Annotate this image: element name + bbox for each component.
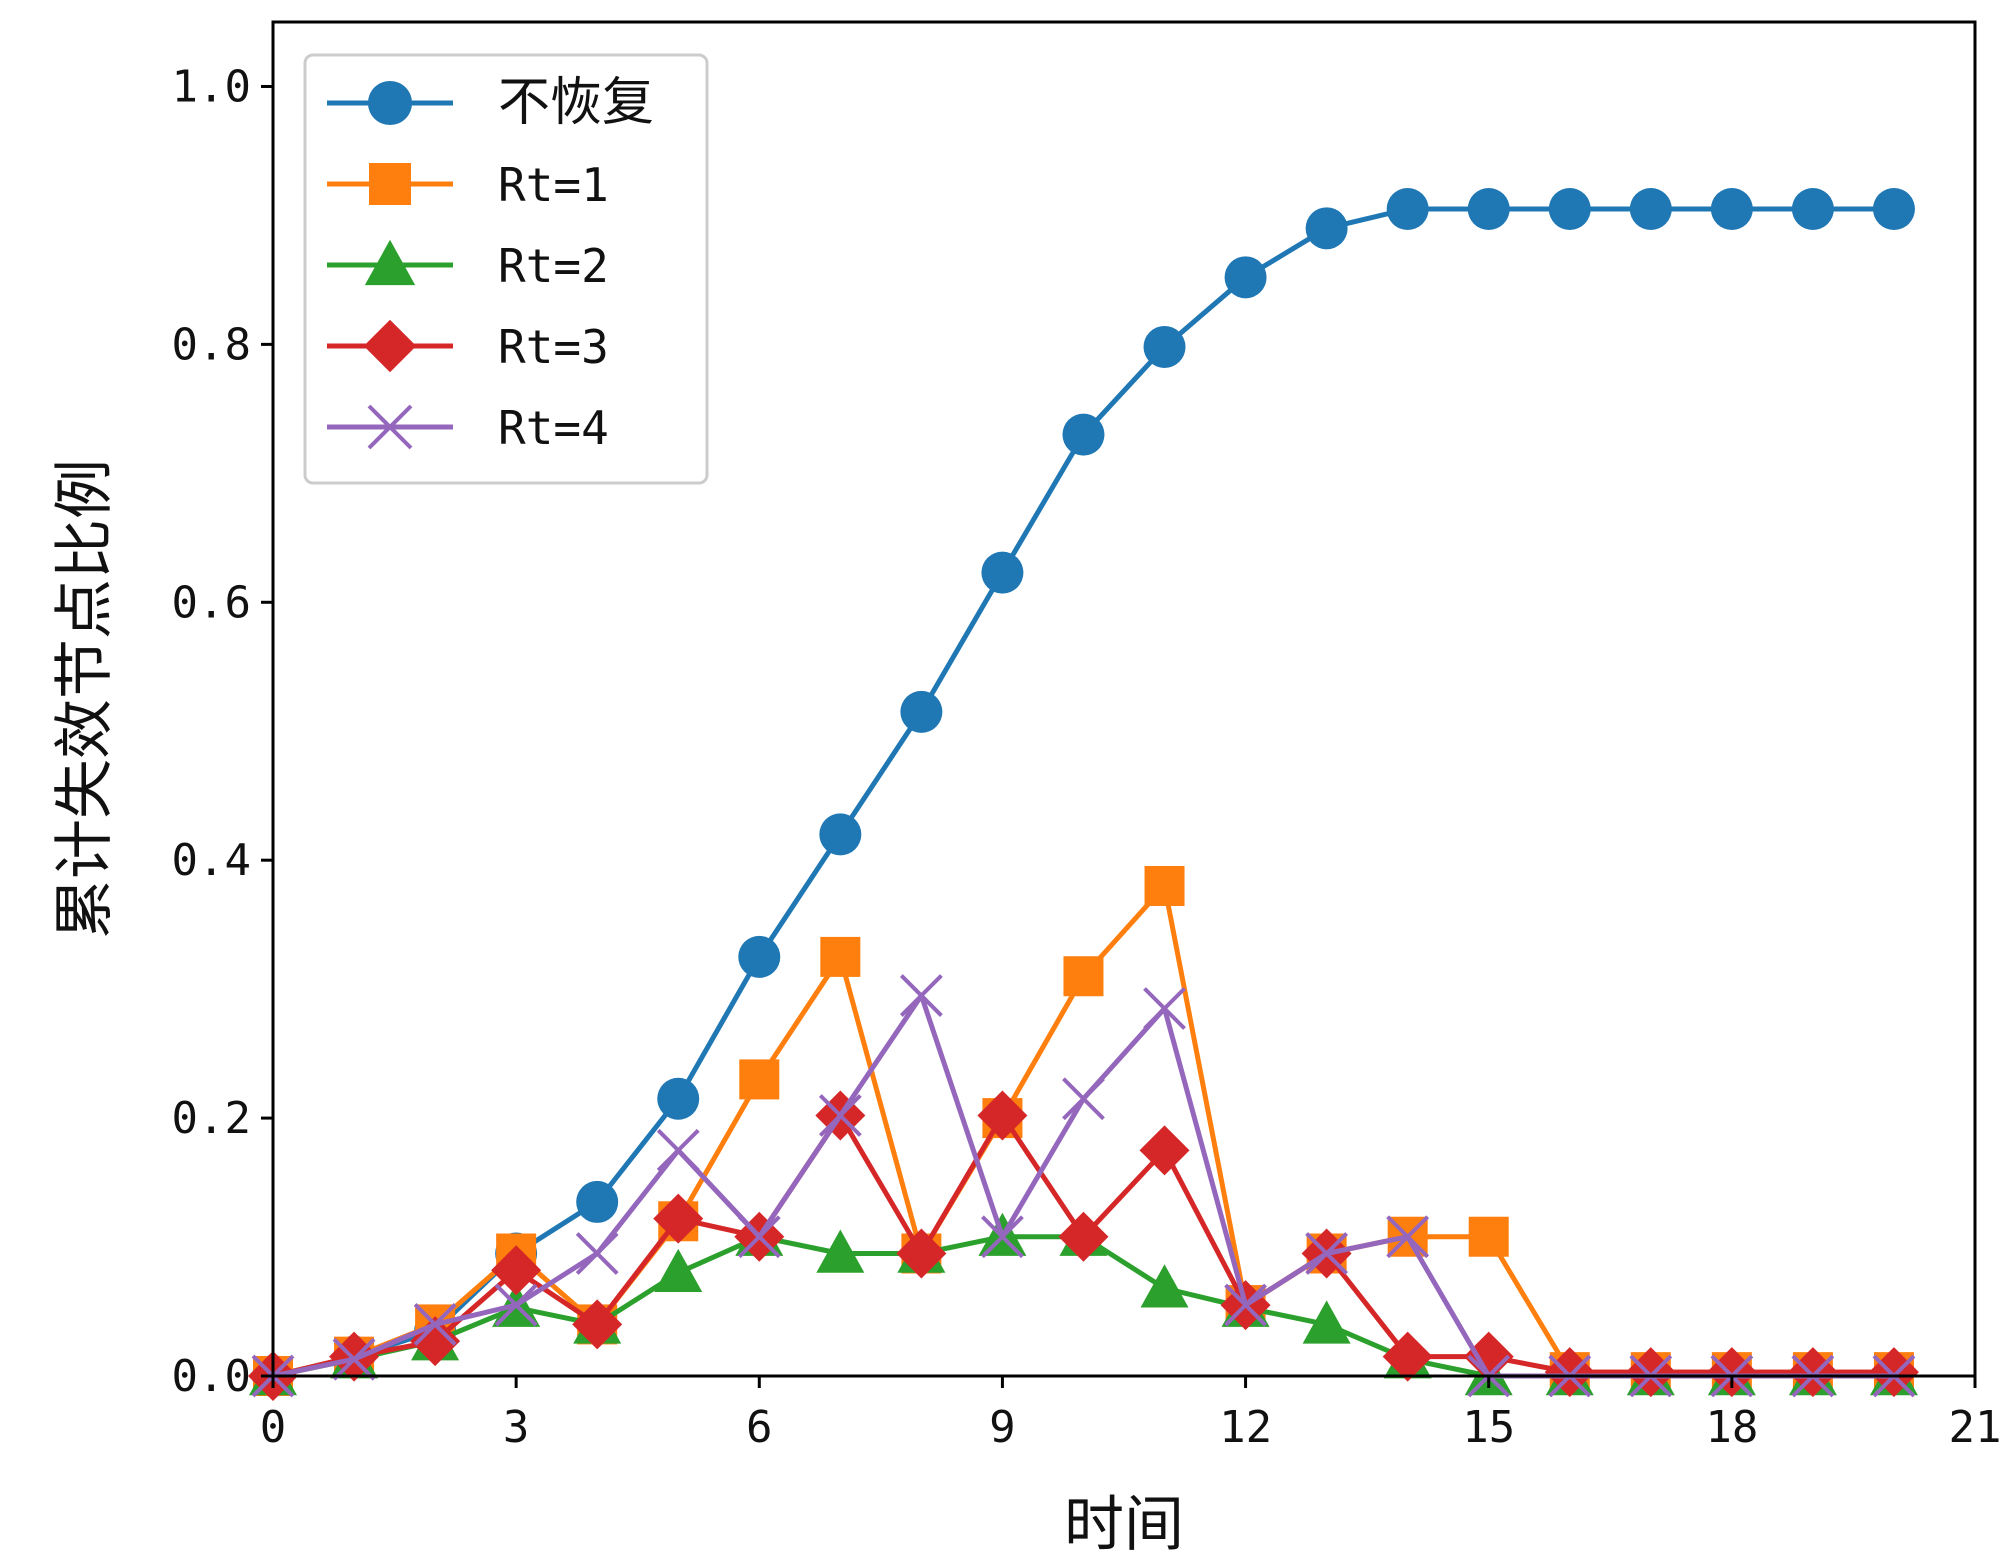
data-point xyxy=(737,1215,781,1259)
data-point xyxy=(1706,1347,1757,1398)
data-point xyxy=(1868,1347,1919,1398)
legend-marker xyxy=(363,319,417,373)
data-point xyxy=(1468,1216,1509,1257)
data-point xyxy=(1625,1347,1676,1398)
data-point xyxy=(1791,187,1834,230)
legend-entry: Rt=4 xyxy=(327,401,609,455)
data-point xyxy=(1144,865,1185,906)
data-point xyxy=(1143,325,1186,368)
data-point xyxy=(1224,256,1267,299)
y-tick-label: 1.0 xyxy=(172,61,251,112)
data-point xyxy=(1063,956,1104,997)
data-point xyxy=(1787,1347,1838,1398)
data-point xyxy=(572,1299,623,1350)
y-tick-label: 0.4 xyxy=(172,835,251,886)
data-point xyxy=(1463,1331,1514,1382)
x-tick-label: 9 xyxy=(989,1402,1016,1453)
x-tick-label: 3 xyxy=(503,1402,530,1453)
legend-marker xyxy=(364,239,416,286)
data-point xyxy=(1062,413,1105,456)
data-point xyxy=(1302,1300,1351,1344)
data-point xyxy=(1872,187,1915,230)
legend-marker xyxy=(369,163,411,205)
legend-label: 不恢复 xyxy=(498,73,654,133)
data-point xyxy=(1386,1215,1430,1259)
data-point xyxy=(1224,1283,1267,1327)
x-tick-label: 15 xyxy=(1462,1402,1515,1453)
legend-label: Rt=2 xyxy=(498,239,609,293)
data-point xyxy=(654,1248,703,1293)
legend-entry: 不恢复 xyxy=(327,73,654,133)
data-point xyxy=(1140,1264,1189,1308)
data-point xyxy=(1386,187,1429,230)
data-point xyxy=(1062,1077,1105,1121)
data-point xyxy=(981,551,1024,594)
legend-label: Rt=3 xyxy=(498,320,609,374)
data-point xyxy=(576,1180,619,1223)
data-point xyxy=(332,1337,376,1381)
data-point xyxy=(575,1232,619,1275)
data-point xyxy=(1143,987,1186,1030)
data-point xyxy=(491,1245,542,1296)
data-point xyxy=(819,813,862,856)
data-point xyxy=(739,1059,780,1100)
axes-layer: 0 3 6 9 12 15 18 21 0.0 0.2 0.4 0.6 0.8 1.0 xyxy=(172,61,2000,1453)
legend: 不恢复 Rt=1 Rt=2 Rt=3 Rt=4 xyxy=(303,53,709,485)
data-point xyxy=(1710,187,1753,230)
data-point xyxy=(656,1128,700,1172)
data-point xyxy=(1305,207,1348,250)
legend-entry: Rt=2 xyxy=(327,239,609,293)
y-tick-label: 0.0 xyxy=(172,1351,251,1402)
legend-box xyxy=(303,53,709,485)
legend-entry: Rt=1 xyxy=(327,158,609,212)
data-point xyxy=(900,690,943,733)
data-point xyxy=(899,974,943,1018)
y-tick-label: 0.6 xyxy=(172,577,251,628)
data-point xyxy=(896,1228,947,1279)
plot-frame xyxy=(271,20,1977,1378)
x-tick-label: 6 xyxy=(746,1402,773,1453)
data-point xyxy=(1467,187,1510,230)
legend-label: Rt=1 xyxy=(498,158,609,212)
legend-entry: Rt=3 xyxy=(327,319,609,374)
data-point xyxy=(818,1094,862,1137)
data-point xyxy=(1548,187,1591,230)
data-point xyxy=(820,936,861,977)
data-point xyxy=(1544,1347,1595,1398)
x-tick-label: 21 xyxy=(1949,1402,2000,1453)
legend-marker xyxy=(367,404,413,450)
x-tick-label: 0 xyxy=(260,1402,287,1453)
data-point xyxy=(1305,1232,1349,1275)
data-point xyxy=(494,1283,538,1327)
data-point xyxy=(1058,1211,1109,1262)
legend-label: Rt=4 xyxy=(498,401,609,455)
y-tick-label: 0.8 xyxy=(172,319,251,370)
data-point xyxy=(657,1077,700,1120)
y-tick-label: 0.2 xyxy=(172,1093,251,1144)
data-point xyxy=(1382,1331,1433,1382)
data-point xyxy=(653,1193,704,1244)
data-point xyxy=(981,1215,1024,1259)
data-point xyxy=(977,1090,1028,1141)
y-axis-title: 累计失效节点比例 xyxy=(50,459,120,939)
data-point xyxy=(1139,1125,1190,1176)
data-point xyxy=(738,935,781,978)
x-tick-label: 18 xyxy=(1705,1402,1758,1453)
x-axis-title: 时间 xyxy=(1064,1490,1184,1560)
x-tick-label: 12 xyxy=(1219,1402,1272,1453)
data-point xyxy=(413,1303,457,1346)
data-point xyxy=(1629,187,1672,230)
legend-marker xyxy=(367,80,413,126)
data-point xyxy=(816,1229,865,1273)
